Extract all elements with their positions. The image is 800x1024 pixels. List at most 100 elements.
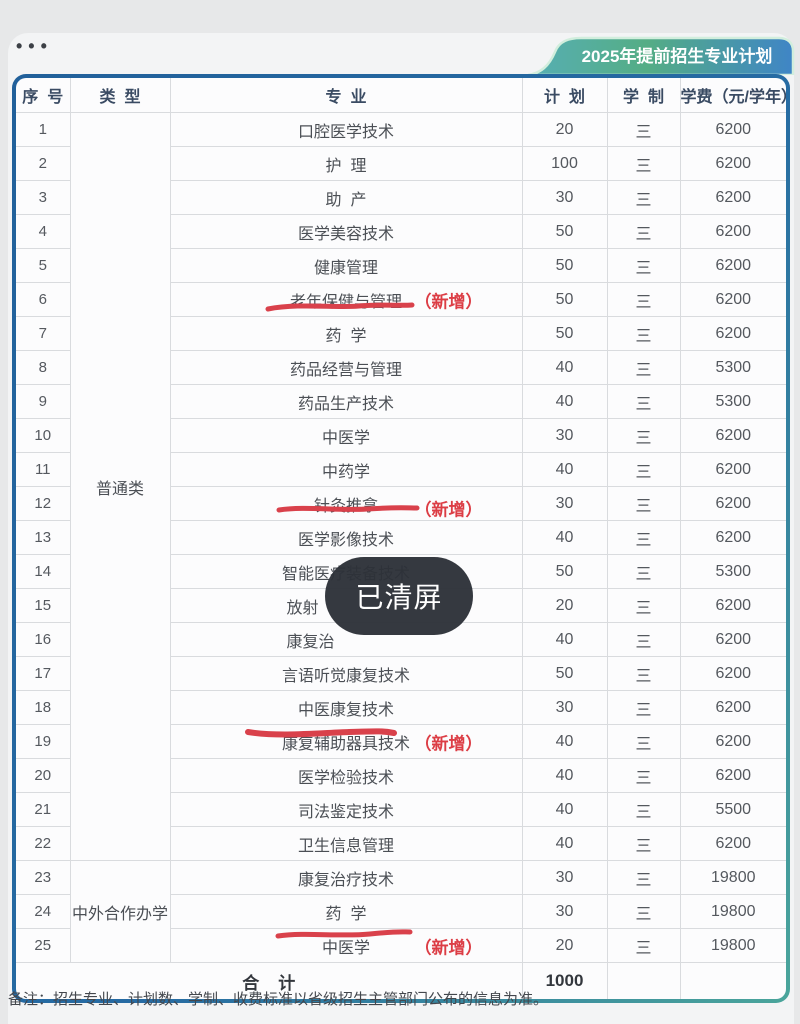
fee-cell: 5500 (680, 792, 786, 827)
major-name: 口腔医学技术 (297, 123, 394, 141)
plan-cell: 20 (522, 112, 608, 147)
major-name: 针灸推拿 (313, 497, 378, 515)
total-row: 合 计 1000 (16, 962, 786, 1000)
plan-table-frame: 序 号 类 型 专 业 计 划 学 制 学费（元/学年） 1 普通类 口腔医学技术 2… (12, 74, 790, 1003)
total-fee-empty (680, 963, 786, 1000)
major-cell: 护 理 (170, 146, 523, 181)
table-row: 21 司法鉴定技术 40 三 5500 (16, 792, 786, 827)
years-cell: 三 (607, 622, 681, 657)
years-cell: 三 (607, 384, 681, 419)
fee-cell: 6200 (680, 656, 786, 691)
plan-cell: 40 (522, 384, 608, 419)
major-cell: 药品经营与管理 (170, 350, 523, 385)
major-name: 医学检验技术 (297, 769, 394, 787)
major-cell: 康复治疗技术 (170, 860, 523, 895)
major-cell: 药 学 (170, 894, 523, 929)
total-years-empty (607, 962, 681, 999)
fee-cell: 5300 (680, 554, 786, 589)
table-row: 17 言语听觉康复技术 50 三 6200 (16, 656, 786, 691)
header-fee: 学费（元/学年） (680, 78, 786, 113)
more-options-icon[interactable]: ••• (16, 36, 53, 56)
plan-cell: 50 (522, 282, 608, 317)
new-badge: （新增） (414, 292, 483, 311)
table-row: 1 普通类 口腔医学技术 20 三 6200 (16, 112, 786, 861)
major-name: 助 产 (325, 191, 367, 209)
years-cell: 三 (607, 486, 681, 521)
row-number-cell: 14 (16, 554, 71, 589)
new-badge: （新增） (414, 500, 483, 520)
years-cell: 三 (607, 860, 681, 895)
row-number-cell: 25 (16, 928, 71, 963)
major-cell: 中药学 (170, 452, 523, 487)
years-cell: 三 (607, 690, 681, 725)
major-cell: 中医学 (170, 418, 523, 453)
page-title: 2025年提前招生专业计划 (581, 47, 773, 66)
title-ribbon: 2025年提前招生专业计划 (527, 36, 795, 75)
footnote: 备注：招生专业、计划数、学制、收费标准以省级招生主管部门公布的信息为准。 (8, 991, 549, 1008)
row-number-cell: 18 (16, 690, 71, 725)
years-cell: 三 (607, 350, 681, 385)
major-name: 康复治疗技术 (297, 871, 394, 889)
table-row: 5 健康管理 50 三 6200 (16, 248, 786, 283)
years-cell: 三 (607, 928, 681, 963)
fee-cell: 6200 (680, 724, 786, 759)
header-row: 序 号 类 型 专 业 计 划 学 制 学费（元/学年） (16, 78, 786, 113)
table-row: 13 医学影像技术 40 三 6200 (16, 520, 786, 555)
fee-cell: 6200 (680, 180, 786, 215)
row-number-cell: 20 (16, 758, 71, 793)
type-group-cell: 普通类 (70, 112, 171, 861)
plan-cell: 40 (522, 792, 608, 827)
years-cell: 三 (607, 316, 681, 351)
plan-cell: 20 (522, 928, 608, 963)
plan-cell: 40 (522, 758, 608, 793)
major-cell: 医学检验技术 (170, 758, 523, 793)
major-name: 药品生产技术 (297, 395, 394, 413)
major-name: 中医学 (321, 939, 370, 957)
total-label: 合 计 (16, 962, 523, 999)
plan-cell: 30 (522, 418, 608, 453)
header-type: 类 型 (70, 78, 171, 113)
fee-cell: 6200 (680, 418, 786, 453)
fee-cell: 6200 (680, 282, 786, 317)
table-row: 23 中外合作办学 康复治疗技术 30 三 19800 (16, 860, 786, 963)
major-cell: 司法鉴定技术 (170, 792, 523, 827)
plan-cell: 40 (522, 826, 608, 861)
years-cell: 三 (607, 418, 681, 453)
plan-cell: 30 (522, 486, 608, 521)
enrollment-plan-table: 序 号 类 型 专 业 计 划 学 制 学费（元/学年） 1 普通类 口腔医学技术 2… (16, 78, 786, 999)
years-cell: 三 (607, 180, 681, 215)
row-number-cell: 24 (16, 894, 71, 929)
table-row: 6 老年保健与管理 （新增） 50 三 6200 (16, 282, 786, 317)
years-cell: 三 (607, 826, 681, 861)
row-number-cell: 6 (16, 282, 71, 317)
type-group-cell: 中外合作办学 (70, 860, 171, 963)
major-name: 放射 (286, 599, 319, 617)
row-number-cell: 19 (16, 724, 71, 759)
table-row: 22 卫生信息管理 40 三 6200 (16, 826, 786, 861)
major-cell: 健康管理 (170, 248, 523, 283)
plan-cell: 20 (522, 588, 608, 623)
table-row: 12 针灸推拿 （新增） 30 三 6200 (16, 486, 786, 521)
toast-message: 已清屏 (355, 582, 443, 613)
major-cell: 针灸推拿 （新增） (170, 486, 523, 521)
fee-cell: 5300 (680, 350, 786, 385)
years-cell: 三 (607, 554, 681, 589)
fee-cell: 6200 (680, 248, 786, 283)
table-row: 2 护 理 100 三 6200 (16, 146, 786, 181)
table-row: 9 药品生产技术 40 三 5300 (16, 384, 786, 419)
plan-cell: 30 (522, 860, 608, 895)
table-row: 11 中药学 40 三 6200 (16, 452, 786, 487)
fee-cell: 6200 (680, 316, 786, 351)
table-row: 4 医学美容技术 50 三 6200 (16, 214, 786, 249)
fee-cell: 6200 (680, 452, 786, 487)
plan-cell: 40 (522, 350, 608, 385)
major-name: 中医学 (321, 429, 370, 447)
table-row: 3 助 产 30 三 6200 (16, 180, 786, 215)
major-name: 言语听觉康复技术 (281, 667, 410, 685)
row-number-cell: 1 (16, 112, 71, 147)
fee-cell: 6200 (680, 486, 786, 521)
screen-cleared-toast: 已清屏 (325, 557, 473, 635)
major-cell: 老年保健与管理 （新增） (170, 282, 523, 317)
table-row: 10 中医学 30 三 6200 (16, 418, 786, 453)
major-cell: 康复辅助器具技术 （新增） (170, 724, 523, 759)
